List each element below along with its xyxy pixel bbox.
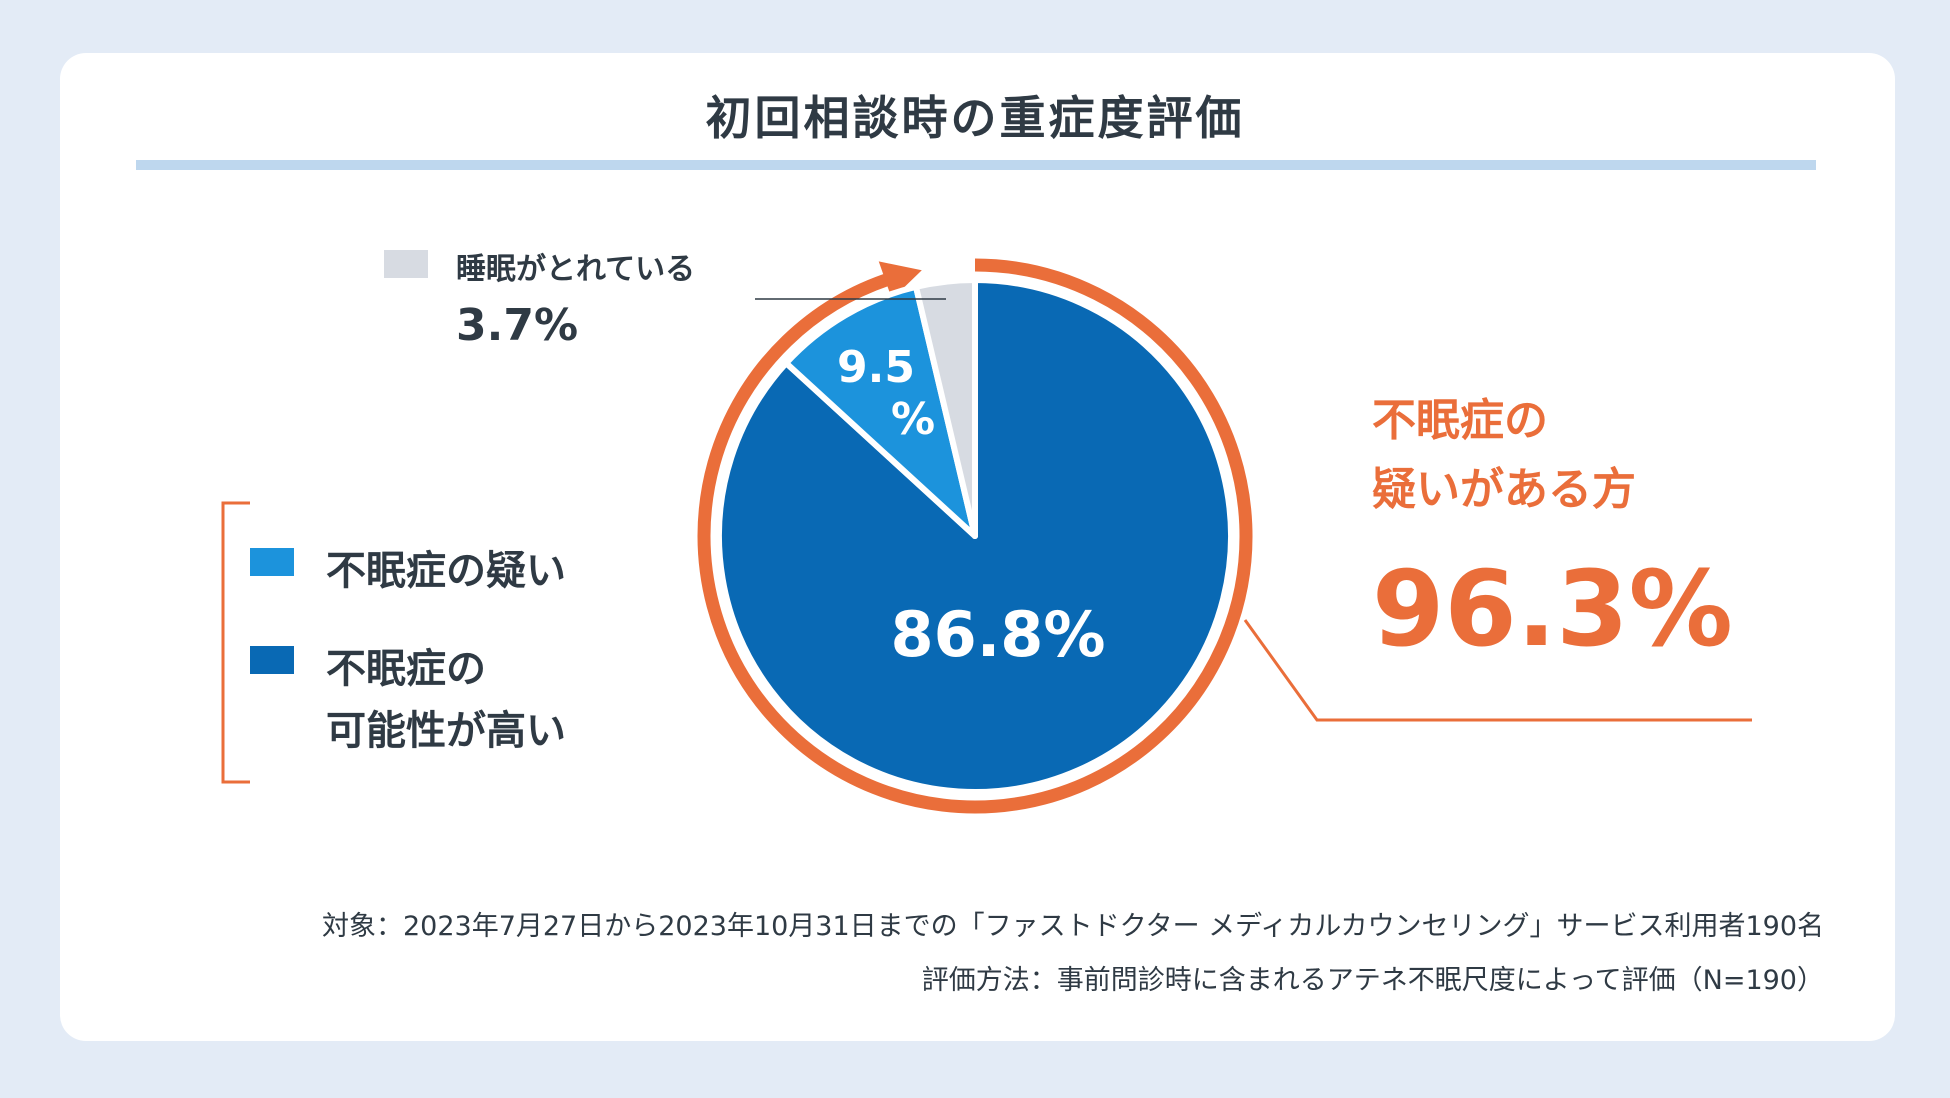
legend-swatch-sleeping-ok	[384, 250, 428, 278]
callout-value: 96.3%	[1372, 548, 1733, 670]
title-underline	[136, 160, 1816, 170]
legend-label-likely-line1: 不眠症の	[326, 646, 486, 692]
callout-label-line2: 疑いがある方	[1372, 464, 1636, 515]
callout-leader-line	[1243, 619, 1752, 722]
legend-label-suspected: 不眠症の疑い	[326, 548, 566, 594]
footnote-method: 評価方法：事前問診時に含まれるアテネ不眠尺度によって評価（N=190）	[921, 965, 1824, 996]
footnote-target: 対象：2023年7月27日から2023年10月31日までの「ファストドクター メ…	[321, 911, 1824, 942]
arc-arrowhead	[878, 261, 922, 300]
legend-label-sleeping-ok: 睡眠がとれている	[456, 252, 696, 287]
callout-label-line1: 不眠症の	[1372, 395, 1548, 446]
pie-slice-sleeping-ok	[913, 277, 978, 539]
legend-label-likely-line2: 可能性が高い	[326, 708, 566, 754]
legend-bracket	[221, 501, 250, 784]
slice-label-suspected-percent: %	[891, 394, 935, 445]
slice-label-likely: 86.8%	[890, 598, 1105, 671]
suspected-total-arc	[697, 258, 1253, 814]
chart-title: 初回相談時の重症度評価	[705, 91, 1245, 145]
legend-value-sleeping-ok: 3.7%	[456, 300, 579, 351]
legend-swatch-suspected	[250, 548, 294, 576]
legend-swatch-likely	[250, 646, 294, 674]
slice-label-suspected-value: 9.5	[837, 342, 915, 393]
